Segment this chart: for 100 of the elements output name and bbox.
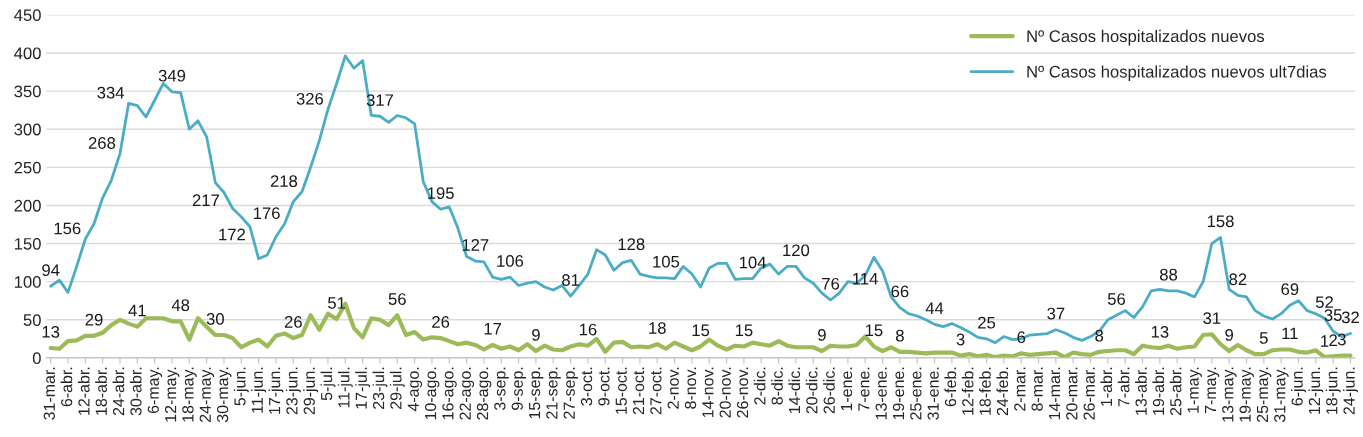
x-tick-label: 30-abr. <box>129 367 142 416</box>
x-tick-label: 29-jun. <box>303 367 319 415</box>
data-label: 9 <box>532 329 540 341</box>
data-label: 94 <box>42 264 60 277</box>
x-tick-label: 23-jul. <box>372 367 388 409</box>
data-label: 26 <box>432 316 450 328</box>
x-tick-label: 7-abr. <box>1117 367 1130 407</box>
x-tick-label: 18-may. <box>182 367 197 422</box>
x-tick-label: 27-sep. <box>563 367 579 419</box>
x-tick-label: 11-jul. <box>337 367 353 408</box>
x-tick-label: 13-abr. <box>1135 367 1147 415</box>
x-tick-label: 18-feb. <box>979 367 991 415</box>
x-tick-label: 20-mar. <box>1066 367 1078 420</box>
x-tick-label: 6-abr. <box>60 367 73 407</box>
x-tick-label: 2-dic. <box>753 367 766 405</box>
data-label: 1 <box>1321 335 1329 347</box>
x-tick-label: 21-sep. <box>546 367 561 419</box>
x-tick-label: 14-mar. <box>1049 367 1061 420</box>
x-tick-label: 26-nov. <box>736 367 749 418</box>
data-label: 195 <box>427 187 454 200</box>
data-label: 66 <box>891 285 909 298</box>
data-label: 156 <box>54 222 81 235</box>
x-tick-label: 1-abr. <box>1100 367 1113 406</box>
data-label: 349 <box>158 69 186 82</box>
y-tick-label: 400 <box>14 47 41 60</box>
x-tick-label: 16-ago. <box>442 367 457 420</box>
data-label: 172 <box>219 228 245 241</box>
x-tick-label: 30-may. <box>216 367 232 423</box>
x-tick-label: 12-may. <box>164 367 180 422</box>
y-tick-label: 350 <box>14 85 41 98</box>
x-tick-label: 12-abr. <box>77 367 90 415</box>
data-label: 217 <box>192 194 219 206</box>
x-tick-label: 14-nov. <box>702 367 714 418</box>
y-tick-label: 200 <box>14 199 41 212</box>
x-tick-label: 8-nov. <box>684 367 697 409</box>
x-tick-label: 25-abr. <box>1169 367 1182 416</box>
data-label: 106 <box>497 255 524 267</box>
x-tick-label: 7-may. <box>1204 367 1220 414</box>
x-tick-label: 2-nov. <box>667 367 679 409</box>
data-label: 11 <box>1282 327 1298 340</box>
data-label: 13 <box>1151 325 1169 338</box>
x-tick-label: 24-feb. <box>996 367 1009 416</box>
x-tick-label: 31-may. <box>1274 367 1289 423</box>
x-tick-label: 25-ene. <box>910 367 922 420</box>
x-tick-label: 12-feb. <box>961 367 974 415</box>
x-tick-label: 22-ago. <box>459 367 475 420</box>
x-tick-label: 9-oct. <box>598 367 610 406</box>
x-tick-label: 31-mar. <box>43 367 55 420</box>
data-label: 44 <box>925 302 944 314</box>
x-tick-label: 13-ene. <box>875 367 887 420</box>
x-tick-label: 5-jul. <box>320 367 336 401</box>
x-tick-label: 4-ago. <box>407 367 423 412</box>
x-tick-label: 24-jun. <box>1343 367 1358 415</box>
data-label: 48 <box>171 299 190 312</box>
data-label: 30 <box>206 312 224 325</box>
x-tick-label: 20-dic. <box>805 367 818 414</box>
x-tick-label: 31-ene. <box>927 367 939 420</box>
data-label: 15 <box>692 324 710 337</box>
x-tick-label: 1-ene. <box>841 367 853 411</box>
data-label: 69 <box>1281 283 1299 296</box>
y-tick-label: 150 <box>14 237 41 250</box>
x-tick-label: 24-abr. <box>112 367 125 416</box>
x-tick-label: 18-abr. <box>95 367 107 415</box>
data-label: 105 <box>653 255 680 268</box>
data-label: 326 <box>296 92 324 105</box>
data-label: 5 <box>1259 332 1268 344</box>
x-tick-label: 29-jul. <box>389 367 405 409</box>
x-tick-label: 17-jun. <box>268 367 284 414</box>
x-tick-label: 26-dic. <box>823 367 835 414</box>
y-tick-label: 300 <box>14 123 41 136</box>
data-label: 158 <box>1207 215 1234 228</box>
data-label: 88 <box>1159 268 1178 281</box>
data-label: 25 <box>978 316 996 329</box>
x-tick-label: 15-oct. <box>615 367 627 414</box>
x-tick-label: 6-may. <box>147 367 163 414</box>
x-tick-label: 2-mar. <box>1014 367 1026 411</box>
x-tick-label: 12-jun. <box>1308 367 1324 414</box>
data-label: 2 <box>1329 334 1337 346</box>
y-tick-label: 0 <box>32 352 41 365</box>
data-label: 17 <box>484 323 502 335</box>
data-label: 268 <box>88 137 116 149</box>
data-label: 31 <box>1203 312 1221 325</box>
x-tick-label: 5-jun. <box>233 367 249 406</box>
data-label: 13 <box>42 325 60 338</box>
data-label: 9 <box>1225 329 1234 341</box>
x-tick-label: 8-mar. <box>1031 367 1043 411</box>
x-tick-label: 3-oct. <box>580 367 593 406</box>
x-tick-label: 28-ago. <box>476 367 492 420</box>
x-tick-label: 19-may. <box>1239 367 1254 422</box>
x-tick-label: 26-mar. <box>1083 367 1095 420</box>
data-label: 29 <box>85 313 103 326</box>
data-label: 15 <box>865 324 883 337</box>
data-label: 32 <box>1341 311 1359 324</box>
y-tick-label: 450 <box>14 9 41 22</box>
x-tick-label: 25-may. <box>1256 367 1272 422</box>
x-tick-label: 6-feb. <box>944 367 957 407</box>
x-tick-label: 14-dic. <box>788 367 801 413</box>
x-tick-label: 13-may. <box>1222 367 1237 422</box>
data-label: 176 <box>253 207 280 220</box>
data-label: 3 <box>1337 333 1346 346</box>
